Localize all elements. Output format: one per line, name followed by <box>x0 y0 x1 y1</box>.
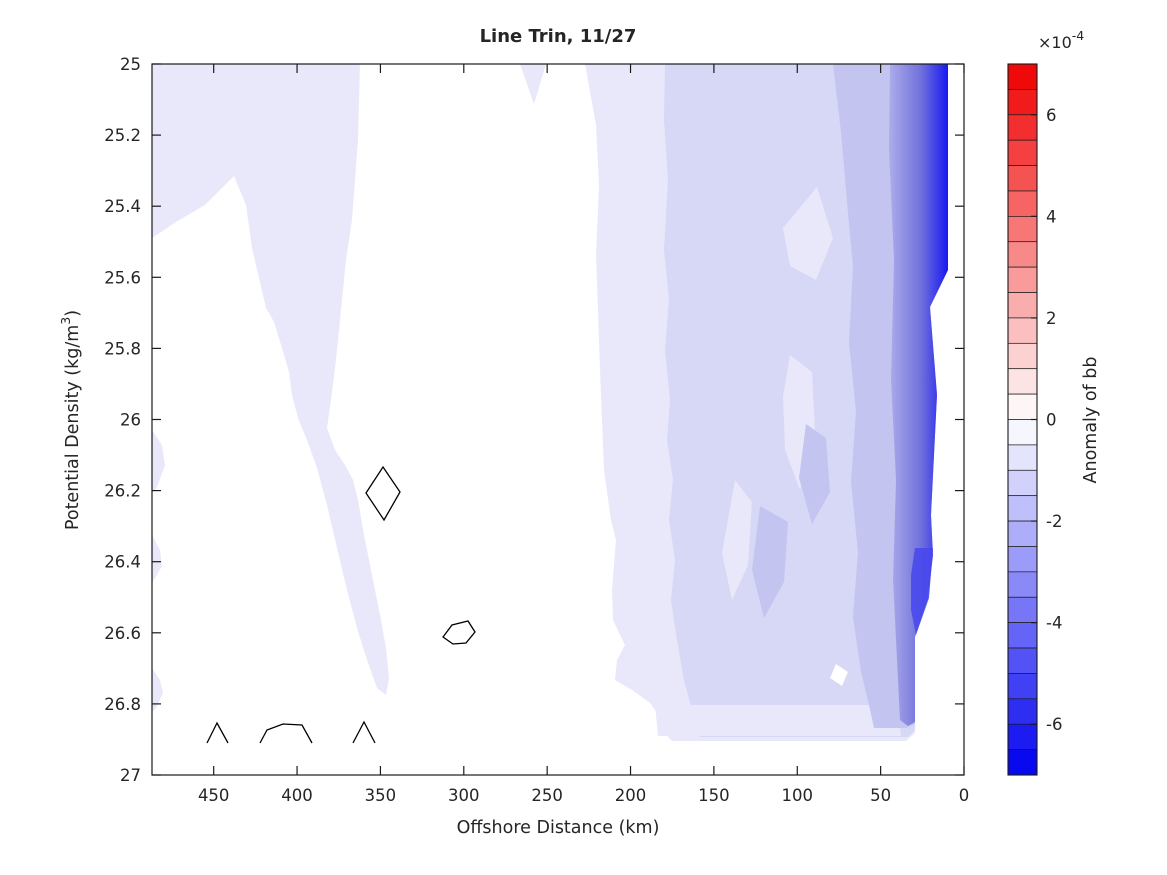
colorbar-segment <box>1007 419 1038 446</box>
contour-region-dark-bulge <box>911 548 933 635</box>
colorbar-scale: ×10-4 <box>1038 28 1084 52</box>
colorbar-tick-label: 6 <box>1046 106 1057 125</box>
colorbar-segment <box>1007 190 1038 217</box>
y-tick-label: 25.2 <box>104 126 141 145</box>
chart-title: Line Trin, 11/27 <box>480 26 637 47</box>
colorbar-segment <box>1007 749 1038 776</box>
contour-field <box>152 64 948 744</box>
x-tick-label: 250 <box>531 786 563 805</box>
contour-line-arc <box>259 723 313 744</box>
colorbar-segment <box>1007 266 1038 293</box>
contour-region-pale-wedge <box>722 480 752 600</box>
contour-line-diamond <box>365 465 401 522</box>
colorbar-segment <box>1007 368 1038 395</box>
x-tick-label: 350 <box>365 786 397 805</box>
y-tick-label: 26 <box>120 411 141 430</box>
contour-line-arc <box>206 721 229 744</box>
y-tick-label: 26.2 <box>104 482 141 501</box>
colorbar-segment <box>1007 571 1038 598</box>
x-tick-label: 0 <box>959 786 970 805</box>
colorbar-segments <box>1007 63 1038 776</box>
colorbar-tick-label: -4 <box>1046 614 1062 633</box>
colorbar-segment <box>1007 698 1038 725</box>
colorbar-segment <box>1007 241 1038 268</box>
colorbar-segment <box>1007 469 1038 497</box>
y-tick-label: 25.8 <box>104 339 141 358</box>
colorbar-segment <box>1007 342 1038 370</box>
y-tick-label: 26.6 <box>104 624 141 643</box>
contour-line-arc <box>352 720 376 744</box>
x-tick-label: 300 <box>448 786 480 805</box>
x-tick-label: 200 <box>615 786 647 805</box>
x-axis-ticks: 450 400 350 300 250 200 150 100 50 0 <box>198 64 969 805</box>
contour-line-loop <box>442 620 476 645</box>
contour-region-dark-blob <box>752 506 788 618</box>
contour-region-right-gradient <box>889 64 948 726</box>
colorbar-segment <box>1007 546 1038 573</box>
colorbar-tick-label: 4 <box>1046 207 1057 226</box>
y-tick-label: 27 <box>120 766 141 785</box>
colorbar-segment <box>1007 165 1038 192</box>
colorbar-segment <box>1007 393 1038 420</box>
colorbar-segment <box>1007 596 1038 623</box>
contour-region-white-hole <box>830 664 848 686</box>
contour-region-left-scallop <box>152 430 165 493</box>
y-axis-label: Potential Density (kg/m3) <box>58 310 83 530</box>
contour-region-top-triangle <box>520 64 546 104</box>
x-tick-label: 100 <box>782 786 814 805</box>
x-tick-label: 50 <box>870 786 891 805</box>
y-tick-label: 25.4 <box>104 197 141 216</box>
x-tick-label: 150 <box>698 786 730 805</box>
x-tick-label: 400 <box>281 786 313 805</box>
colorbar-segment <box>1007 723 1038 750</box>
colorbar-tick-label: -2 <box>1046 512 1062 531</box>
colorbar-segment <box>1007 63 1038 90</box>
x-axis-label: Offshore Distance (km) <box>457 818 660 838</box>
colorbar-segment <box>1007 622 1038 649</box>
colorbar-ticks: 6 4 2 0 -2 -4 -6 <box>1031 106 1062 734</box>
contour-region-left-scallop <box>152 668 163 712</box>
y-axis-ticks: 25 25.2 25.4 25.6 25.8 26 26.2 26.4 26.6 26.8 27 <box>104 55 964 785</box>
colorbar-segment <box>1007 647 1038 674</box>
y-tick-label: 26.8 <box>104 695 141 714</box>
colorbar-tick-label: 0 <box>1046 411 1057 430</box>
colorbar-segment <box>1007 292 1038 319</box>
colorbar-segment <box>1007 520 1038 547</box>
colorbar-label: Anomaly of bb <box>1081 357 1101 484</box>
colorbar-segment <box>1007 673 1038 700</box>
zero-contour-lines <box>206 465 476 744</box>
contour-region-dark-blob <box>799 424 830 524</box>
colorbar-tick-label: 2 <box>1046 309 1057 328</box>
colorbar-segment <box>1007 317 1038 344</box>
colorbar-segment <box>1007 114 1038 141</box>
contour-region-left-scallop <box>152 535 162 582</box>
colorbar-segment <box>1007 444 1038 471</box>
x-tick-label: 450 <box>198 786 230 805</box>
contour-region-pale-wedge <box>783 187 833 280</box>
contour-region-pale-bottom-strip <box>655 705 901 736</box>
colorbar-segment <box>1007 139 1038 166</box>
colorbar-segment <box>1007 495 1038 522</box>
contour-region-pale-left <box>152 64 389 695</box>
colorbar-tick-label: -6 <box>1046 715 1062 734</box>
y-tick-label: 25 <box>120 55 141 74</box>
colorbar-segment <box>1007 89 1038 116</box>
y-tick-label: 25.6 <box>104 268 141 287</box>
colorbar-segment <box>1007 216 1038 243</box>
y-tick-label: 26.4 <box>104 553 141 572</box>
